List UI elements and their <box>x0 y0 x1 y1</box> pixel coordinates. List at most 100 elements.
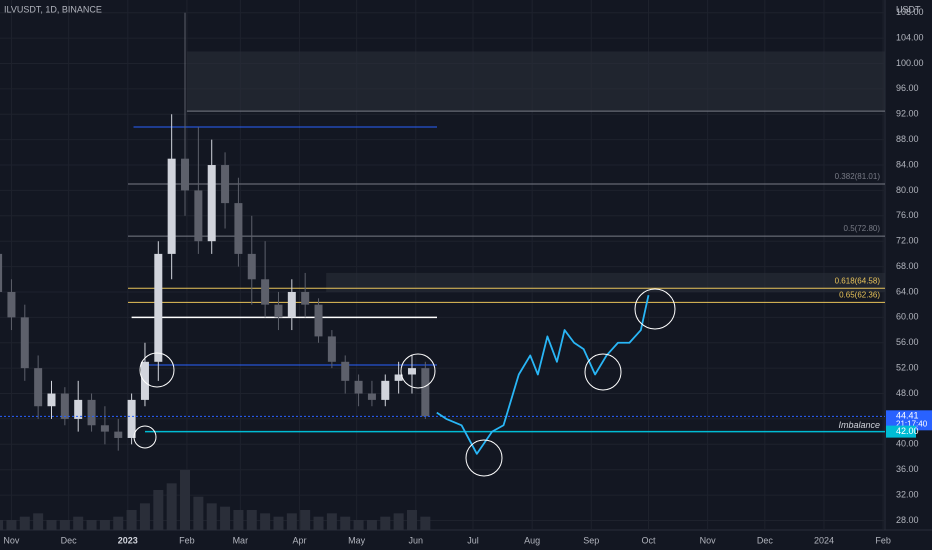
y-tick-label: 92.00 <box>896 109 919 119</box>
x-tick-label: 2024 <box>814 535 834 545</box>
imbalance-label: Imbalance <box>838 420 880 430</box>
x-tick-label: Mar <box>233 535 249 545</box>
zone <box>326 272 885 292</box>
candle-body <box>100 425 109 432</box>
volume-bar <box>246 510 257 530</box>
x-tick-label: Jul <box>467 535 479 545</box>
volume-bar <box>0 520 4 530</box>
x-tick-label: 2023 <box>118 535 138 545</box>
volume-bar <box>366 520 377 530</box>
candle-body <box>341 361 350 381</box>
candle-body <box>261 279 270 305</box>
projection-path <box>436 294 650 455</box>
volume-bar <box>260 513 271 530</box>
x-tick-label: Apr <box>292 535 306 545</box>
x-tick-label: Nov <box>700 535 717 545</box>
annotations <box>133 288 676 477</box>
plot: 0.382(81.01) 0.5(72.80) 0.618(64.58) 0.65(6… <box>0 0 886 530</box>
x-tick-label: Dec <box>757 535 774 545</box>
volume-bar <box>180 470 191 530</box>
candle-body <box>287 291 296 318</box>
volume-bar <box>113 516 124 530</box>
x-tick-label: Jun <box>409 535 424 545</box>
circle-annotation <box>133 425 157 449</box>
x-tick-label: Feb <box>179 535 195 545</box>
volume-bar <box>313 516 324 530</box>
candle-body <box>301 291 310 305</box>
volume-bar <box>340 516 351 530</box>
y-tick-label: 36.00 <box>896 464 919 474</box>
candle-body <box>7 291 16 318</box>
y-tick-label: 108.00 <box>896 7 924 17</box>
candle-body <box>34 368 43 407</box>
candle-body <box>0 253 3 292</box>
candle-body <box>221 165 230 204</box>
volume-bar <box>46 520 57 530</box>
fib-label: 0.618(64.58) <box>835 276 881 285</box>
last-price-label: 44.41 <box>896 411 919 421</box>
y-tick-label: 60.00 <box>896 312 919 322</box>
y-tick-label: 100.00 <box>896 58 924 68</box>
circle-annotation <box>139 352 175 388</box>
imbalance-axis-label: 42.00 <box>896 426 919 436</box>
volume-bar <box>286 513 297 530</box>
volume-bar <box>166 483 177 530</box>
circle-annotation <box>465 439 503 477</box>
y-tick-label: 76.00 <box>896 210 919 220</box>
candle-body <box>127 399 136 438</box>
candle-body <box>60 393 69 419</box>
y-tick-label: 96.00 <box>896 83 919 93</box>
candle-body <box>381 380 390 400</box>
y-tick-label: 80.00 <box>896 185 919 195</box>
x-tick-label: Aug <box>524 535 540 545</box>
candle-body <box>154 253 163 362</box>
circle-annotation <box>400 353 436 389</box>
candle-body <box>314 304 323 337</box>
x-tick-label: Dec <box>61 535 78 545</box>
volume-bar <box>406 510 417 530</box>
volume-bar <box>326 513 337 530</box>
candle-body <box>194 190 203 242</box>
volume-bar <box>300 510 311 530</box>
volume-bar <box>139 503 150 530</box>
x-tick-label: Sep <box>583 535 599 545</box>
y-unit: USDT <box>896 4 921 14</box>
y-tick-label: 88.00 <box>896 134 919 144</box>
volume-bar <box>380 516 391 530</box>
candle-body <box>74 399 83 419</box>
y-tick-label: 40.00 <box>896 439 919 449</box>
volume-bar <box>220 506 231 530</box>
volume-bar <box>73 516 84 530</box>
volume-bar <box>393 513 404 530</box>
volume-bar <box>33 513 44 530</box>
candle-body <box>354 380 363 394</box>
fib-label: 0.65(62.36) <box>839 290 880 299</box>
y-tick-label: 52.00 <box>896 363 919 373</box>
countdown-label: 21:17:40 <box>896 419 928 428</box>
candle-body <box>47 393 56 407</box>
zone <box>186 51 886 112</box>
x-tick-label: Nov <box>3 535 20 545</box>
y-tick-label: 84.00 <box>896 159 919 169</box>
candle-body <box>367 393 376 400</box>
x-tick-label: May <box>348 535 366 545</box>
volume-bar <box>59 520 70 530</box>
volume-bar <box>86 520 97 530</box>
candle-body <box>421 368 430 417</box>
candle-body <box>114 431 123 438</box>
candle-body <box>274 304 283 318</box>
volume-bar <box>153 490 164 530</box>
circle-annotation <box>634 288 676 330</box>
candle-body <box>140 361 149 400</box>
volume-bar <box>233 510 244 530</box>
volume-bar <box>99 520 110 530</box>
y-tick-label: 28.00 <box>896 515 919 525</box>
volume-bar <box>273 516 284 530</box>
y-tick-label: 48.00 <box>896 388 919 398</box>
candle-body <box>207 165 216 242</box>
y-tick-label: 68.00 <box>896 261 919 271</box>
volume-bar <box>6 520 17 530</box>
candle-body <box>394 374 403 381</box>
y-tick-label: 104.00 <box>896 32 924 42</box>
